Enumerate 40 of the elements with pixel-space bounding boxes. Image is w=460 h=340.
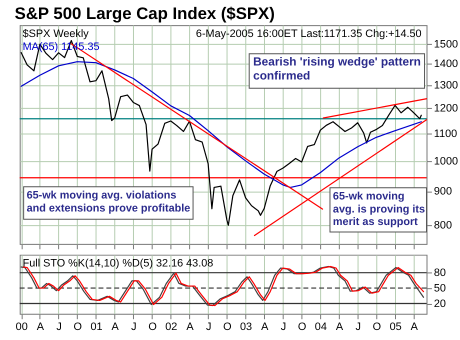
annotation: Bearish 'rising wedge' pattern confirmed (253, 54, 421, 82)
y-tick-label: 900 (434, 186, 452, 198)
y-tick-label: 20 (434, 298, 446, 310)
x-tick-label: J (56, 321, 62, 334)
x-tick-label: O (372, 321, 382, 334)
x-tick-label: J (280, 321, 286, 334)
x-tick-label: A (410, 321, 419, 334)
y-tick-label: 1300 (434, 80, 458, 92)
x-tick-label: 05 (390, 321, 402, 334)
chart-title: S&P 500 Large Cap Index ($SPX) (14, 4, 275, 23)
x-tick-label: O (298, 321, 306, 334)
y-tick-label: 1400 (434, 58, 458, 70)
x-tick-label: O (223, 321, 232, 334)
x-tick-label: 03 (240, 321, 252, 334)
y-tick-label: 1100 (434, 128, 458, 140)
y-tick-label: 800 (434, 220, 452, 232)
y-tick-label: 50 (434, 282, 446, 295)
x-tick-label: A (36, 321, 45, 334)
x-tick-label: 02 (165, 321, 178, 334)
x-tick-label: A (261, 321, 270, 334)
chart-title: Full STO %K(14,10) %D(5) 32.16 43.08 (22, 258, 214, 270)
x-tick-label: A (186, 321, 194, 334)
x-tick-label: J (131, 321, 137, 334)
annotation: 65-wk moving avg. is proving its merit as support (332, 190, 425, 228)
annotation: 6-May-2005 16:00ET Last:1171.35 Chg:+14.50 (196, 28, 422, 40)
y-tick-label: 1000 (434, 155, 458, 168)
x-tick-label: A (112, 321, 120, 334)
x-tick-label: 04 (314, 321, 327, 334)
annotation: 65-wk moving avg. violations and extensions prove profitable (26, 190, 190, 214)
y-tick-label: 1200 (434, 102, 458, 115)
x-tick-label: J (206, 321, 212, 334)
chart-subtitle: $SPX Weekly (22, 28, 90, 40)
x-tick-label: O (148, 321, 157, 334)
x-tick-label: 01 (90, 321, 102, 334)
y-tick-label: 1500 (434, 38, 458, 50)
y-tick-label: 80 (434, 267, 446, 280)
x-tick-label: A (336, 321, 344, 334)
x-tick-label: O (74, 321, 82, 334)
x-tick-label: J (355, 321, 361, 334)
x-tick-label: 00 (16, 321, 28, 334)
